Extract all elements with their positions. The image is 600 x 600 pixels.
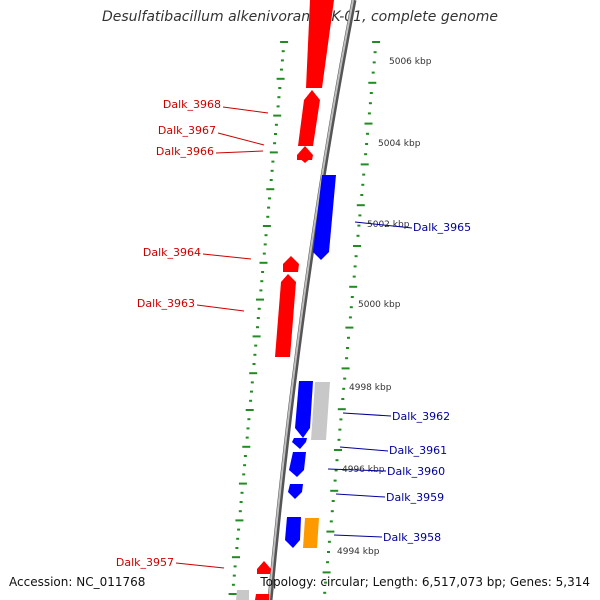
gene-dalk-3968[interactable] xyxy=(298,90,320,146)
gene-label[interactable]: Dalk_3965 xyxy=(413,221,471,234)
gene-dalk-3962[interactable] xyxy=(295,381,313,438)
grey-feature-lower[interactable] xyxy=(236,590,249,600)
other-features xyxy=(236,382,330,600)
gene-label[interactable]: Dalk_3961 xyxy=(389,444,447,457)
topology-text: Topology: circular; Length: 6,517,073 bp… xyxy=(260,575,590,589)
map-title: Desulfatibacillum alkenivorans AK-01, co… xyxy=(101,9,499,25)
tick-ring-left xyxy=(228,41,289,595)
gene-dalk-3957[interactable] xyxy=(257,561,271,574)
gene-dalk-3964[interactable] xyxy=(283,256,299,272)
scale-label: 5000 kbp xyxy=(358,300,401,310)
forward-genes xyxy=(255,0,334,600)
gene-dalk-3958[interactable] xyxy=(285,517,301,548)
gene-label[interactable]: Dalk_3962 xyxy=(392,410,450,423)
grey-feature-upper[interactable] xyxy=(311,382,330,440)
gene-label[interactable]: Dalk_3967 xyxy=(158,124,216,137)
scale-label: 4998 kbp xyxy=(349,383,392,393)
gene-dalk-3961[interactable] xyxy=(292,438,307,449)
scale-label: 5002 kbp xyxy=(367,220,410,230)
reverse-genes xyxy=(285,175,336,548)
gene-dalk-3963[interactable] xyxy=(275,274,296,357)
leader-lines xyxy=(175,106,413,569)
gene-dalk-3959[interactable] xyxy=(288,484,303,499)
scale-label: 5004 kbp xyxy=(378,139,421,149)
gene-label[interactable]: Dalk_3963 xyxy=(137,297,195,310)
tick-ring-right xyxy=(322,41,381,594)
scale-label: 5006 kbp xyxy=(389,57,432,67)
gene-label[interactable]: Dalk_3957 xyxy=(116,556,174,569)
gene-label[interactable]: Dalk_3966 xyxy=(156,145,214,158)
gene-dalk-3969[interactable] xyxy=(306,0,334,88)
gene-dalk-3965[interactable] xyxy=(313,175,336,260)
gene-dalk-3966[interactable] xyxy=(298,157,312,163)
gene-label[interactable]: Dalk_3960 xyxy=(387,465,445,478)
gene-labels: Dalk_3968 Dalk_3967 Dalk_3966 Dalk_3965 … xyxy=(116,98,471,569)
gene-dalk-3960[interactable] xyxy=(289,452,306,477)
backbone xyxy=(267,0,357,600)
orange-feature[interactable] xyxy=(303,518,319,548)
scale-label: 4994 kbp xyxy=(337,547,380,557)
accession-text: Accession: NC_011768 xyxy=(9,575,146,589)
gene-label[interactable]: Dalk_3964 xyxy=(143,246,201,259)
gene-label[interactable]: Dalk_3968 xyxy=(163,98,221,111)
gene-dalk-3956[interactable] xyxy=(255,594,269,600)
gene-label[interactable]: Dalk_3958 xyxy=(383,531,441,544)
gene-label[interactable]: Dalk_3959 xyxy=(386,491,444,504)
gene-dalk-3967[interactable] xyxy=(297,146,313,160)
